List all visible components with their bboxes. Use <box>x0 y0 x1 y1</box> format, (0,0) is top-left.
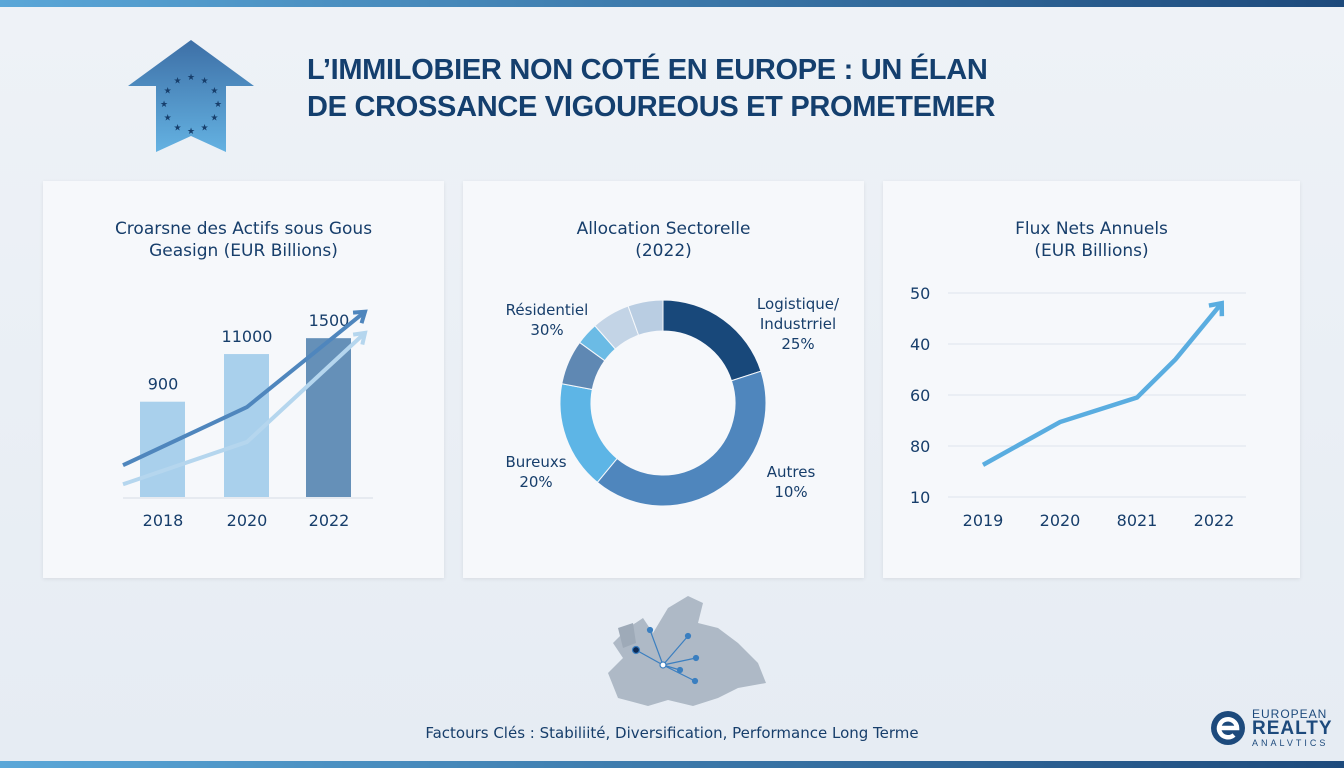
line-chart: 10 80 60 40 50 2019 2020 8021 2022 <box>910 284 1246 530</box>
logo-line-1: EUROPEAN <box>1252 707 1328 721</box>
chart-title-line-2: (2022) <box>635 241 692 261</box>
bottom-accent-bar <box>0 761 1344 768</box>
donut-segment <box>596 370 767 507</box>
star-icon: ★ <box>160 100 168 110</box>
segment-label-name: Industrriel <box>760 315 836 333</box>
segment-label-value: 30% <box>530 321 563 339</box>
arrow-head-icon <box>1208 300 1225 317</box>
arrow-head-icon <box>352 309 368 324</box>
key-factors-footer: Factours Clés : Stabiliité, Diversificat… <box>425 724 919 742</box>
logo-line-3: ANALVTICS <box>1252 738 1329 748</box>
star-icon: ★ <box>200 123 208 133</box>
segment-label-name: Logistique/ <box>757 295 840 313</box>
star-icon: ★ <box>173 123 181 133</box>
donut-segment <box>662 299 762 382</box>
chart-title-line-1: Allocation Sectorelle <box>576 219 751 239</box>
x-tick-label: 2020 <box>227 511 268 530</box>
bar <box>306 338 351 497</box>
y-tick-label: 10 <box>910 488 930 507</box>
star-icon: ★ <box>210 114 218 124</box>
page-title: L’IMMILOBIER NON COTÉ EN EUROPE : UN ÉLA… <box>307 52 996 126</box>
star-icon: ★ <box>210 87 218 97</box>
chart-title: Flux Nets Annuels (EUR Billions) <box>883 218 1300 262</box>
x-tick-label: 2022 <box>309 511 350 530</box>
donut-segment <box>559 383 618 484</box>
data-label: 11000 <box>222 327 273 346</box>
chart-title-line-1: Croarsne des Actifs sous Gous <box>114 219 373 239</box>
logo-line-2: REALTY <box>1252 718 1333 739</box>
card-allocation-chart: Allocation Sectorelle (2022) Logistique/I… <box>463 181 864 578</box>
data-label: 900 <box>148 375 179 394</box>
segment-label-value: 20% <box>519 473 552 491</box>
star-icon: ★ <box>214 100 222 110</box>
star-icon: ★ <box>164 87 172 97</box>
bar-chart: 900 2018 11000 2020 1500 2022 <box>122 309 373 530</box>
europe-network-map-icon <box>608 596 766 706</box>
top-accent-bar <box>0 0 1344 7</box>
star-icon: ★ <box>187 127 195 137</box>
x-tick-label: 2022 <box>1194 511 1235 530</box>
chart-title-line-2: (EUR Billions) <box>1034 241 1149 261</box>
e-logo-icon <box>1211 711 1245 745</box>
x-tick-label: 2019 <box>963 511 1004 530</box>
star-icon: ★ <box>164 114 172 124</box>
bar <box>224 354 269 497</box>
x-tick-label: 2018 <box>143 511 184 530</box>
segment-label-name: Bureuxs <box>505 453 566 471</box>
segment-label-name: Autres <box>767 463 816 481</box>
y-tick-label: 80 <box>910 437 930 456</box>
trend-arrow-line <box>122 310 367 468</box>
y-tick-label: 60 <box>910 386 930 405</box>
x-tick-label: 8021 <box>1117 511 1158 530</box>
donut-segment <box>627 299 664 336</box>
donut-chart: Logistique/Industrriel 25% Autres 10% Bureux… <box>505 295 840 507</box>
card-flows-chart: Flux Nets Annuels (EUR Billions) 10 80 60 40… <box>883 181 1300 578</box>
star-icon: ★ <box>173 77 181 87</box>
star-icon: ★ <box>187 73 195 83</box>
card-assets-chart: Croarsne des Actifs sous Gous Geasign (EU… <box>43 181 444 578</box>
arrow-head-icon <box>352 330 368 346</box>
title-line-2: DE CROSSANCE VIGOUREOUS ET PROMETEMER <box>307 91 996 123</box>
title-line-1: L’IMMILOBIER NON COTÉ EN EUROPE : UN ÉLA… <box>307 54 988 86</box>
trend-arrow-line <box>122 331 367 487</box>
data-label: 1500 <box>309 311 350 330</box>
star-icon: ★ <box>200 77 208 87</box>
chart-title-line-2: Geasign (EUR Billions) <box>149 241 338 261</box>
chart-title: Croarsne des Actifs sous Gous Geasign (EU… <box>43 218 444 262</box>
y-tick-label: 40 <box>910 335 930 354</box>
segment-label-name: Résidentiel <box>506 301 589 319</box>
segment-label-value: 10% <box>774 483 807 501</box>
segment-label-value: 25% <box>781 335 814 353</box>
chart-title: Allocation Sectorelle (2022) <box>463 218 864 262</box>
y-tick-label: 50 <box>910 284 930 303</box>
x-tick-label: 2020 <box>1040 511 1081 530</box>
bar <box>140 401 185 497</box>
chart-title-line-1: Flux Nets Annuels <box>1015 219 1168 239</box>
eu-stars-arrow-up-icon: ★★★★★★★★★ ★ ★★ <box>128 40 254 152</box>
series-line <box>981 301 1224 467</box>
